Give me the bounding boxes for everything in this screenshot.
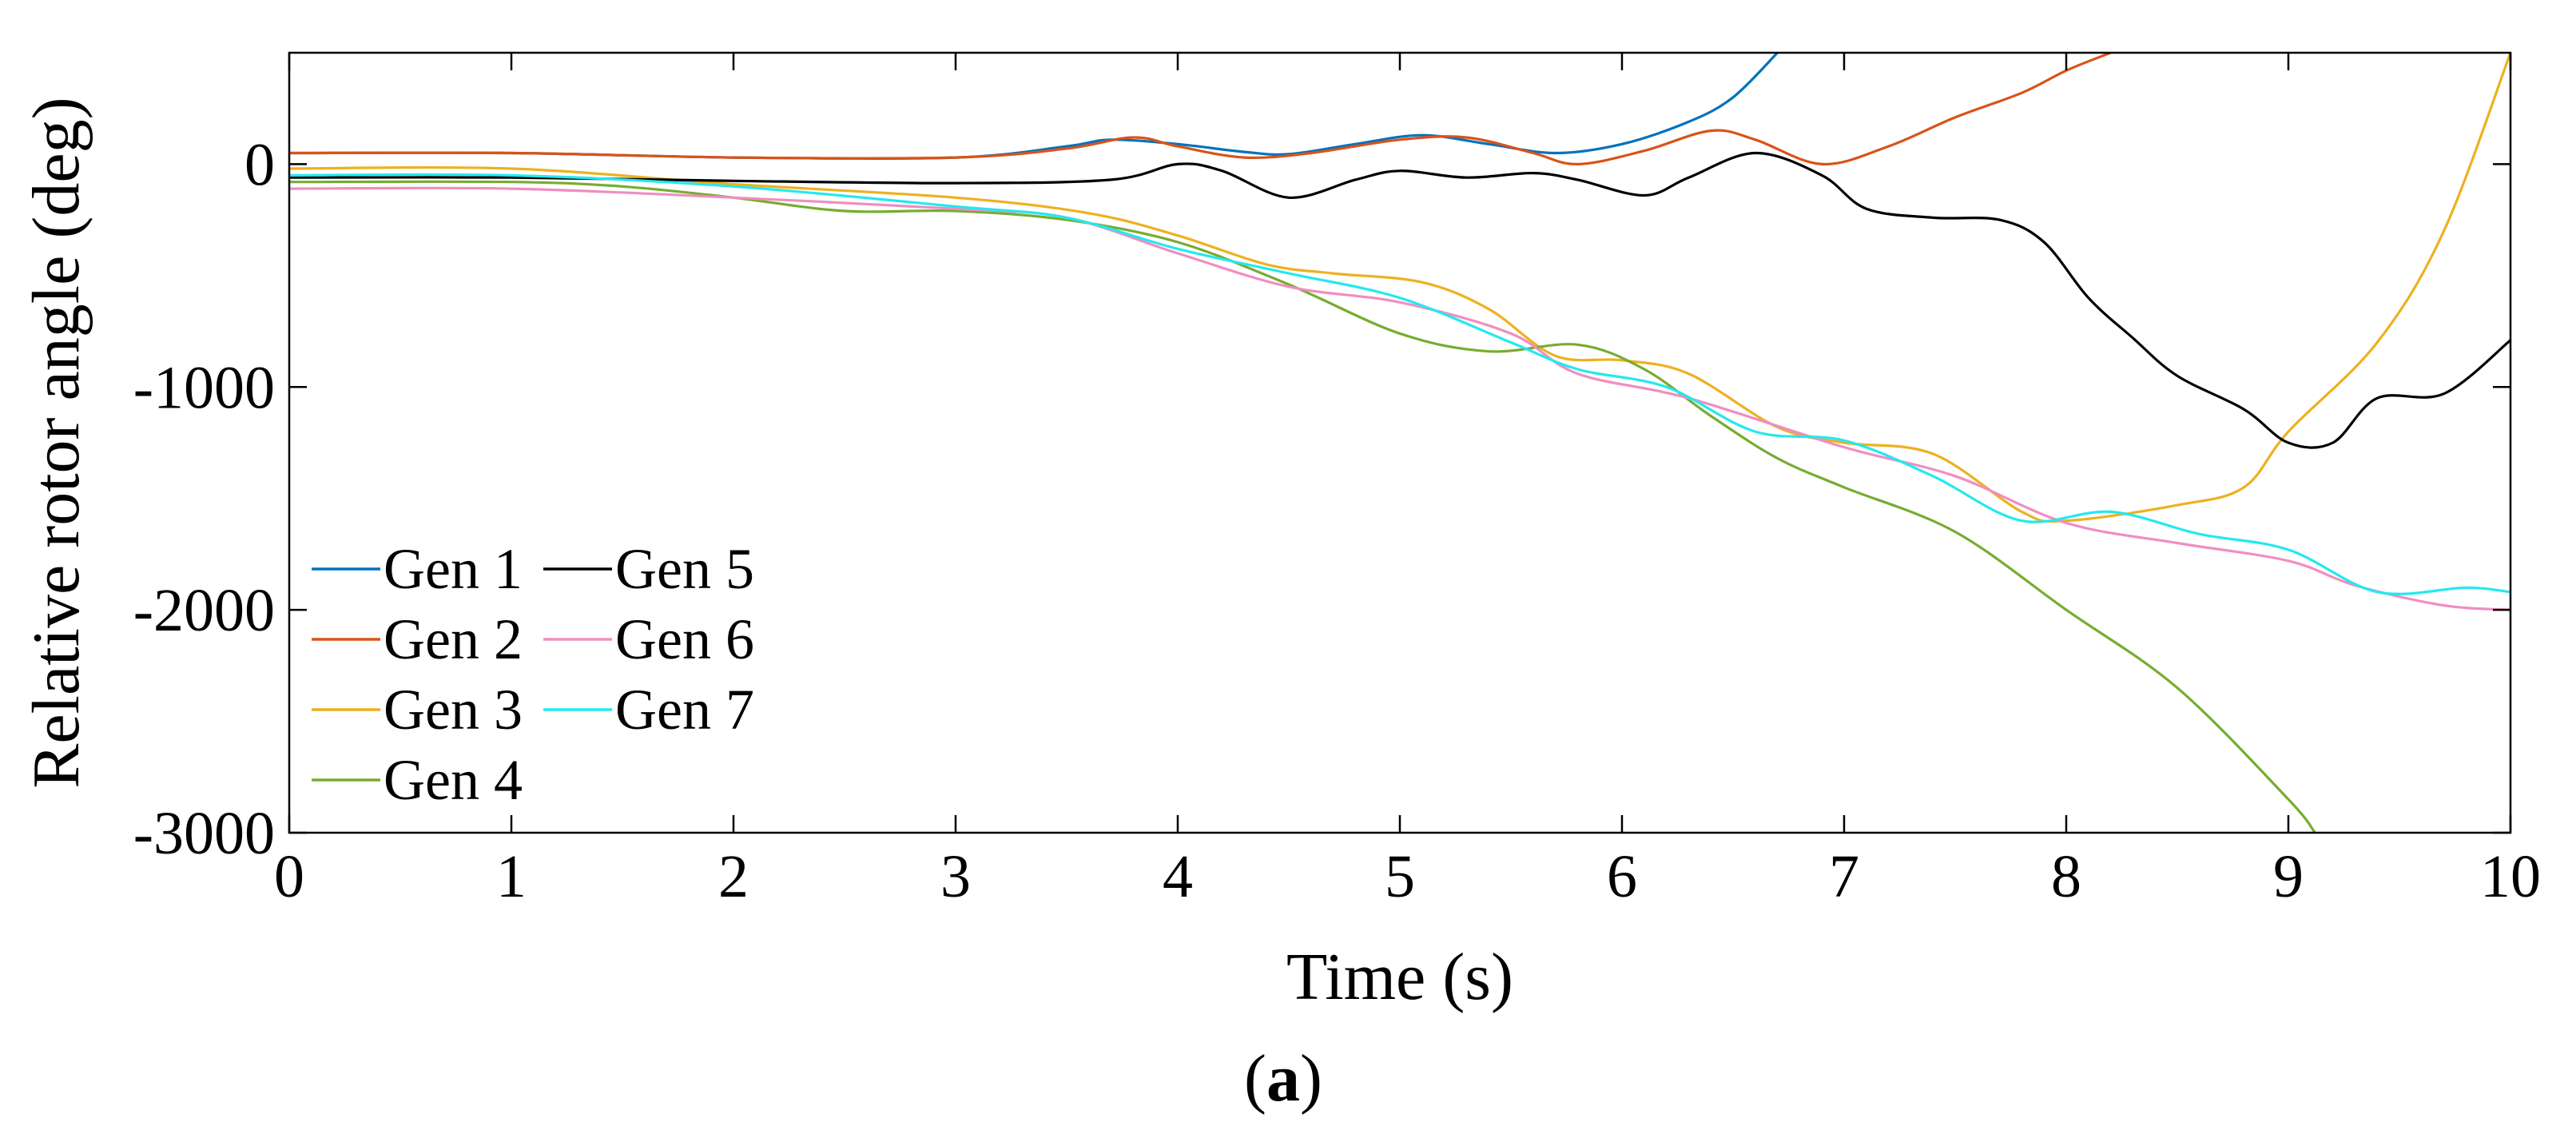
y-tick-label: -3000 [133,800,275,867]
x-tick-label: 3 [940,843,971,910]
caption-open-paren: ( [1244,1041,1266,1116]
x-tick-label: 2 [718,843,749,910]
legend-label-gen-1: Gen 1 [384,537,523,601]
series-line-gen-5 [289,151,2510,449]
figure-caption: (a) [1244,1041,1322,1116]
x-tick-label: 0 [274,843,304,910]
x-tick-label: 10 [2480,843,2541,910]
x-tick-label: 8 [2051,843,2081,910]
caption-close-paren: ) [1300,1041,1322,1116]
caption-letter: a [1266,1041,1300,1116]
x-axis-title: Time (s) [1286,940,1513,1014]
series-line-gen-6 [289,186,2510,611]
legend-label-gen-4: Gen 4 [384,748,523,812]
y-tick-label: -2000 [133,577,275,644]
series-layer [289,53,2510,833]
series-line-gen-3 [289,53,2510,523]
y-tick-label: -1000 [133,354,275,421]
y-axis-title: Relative rotor angle (deg) [19,97,93,788]
x-tick-label: 7 [1829,843,1859,910]
x-tick-label: 4 [1163,843,1193,910]
series-line-gen-2 [289,53,2113,166]
x-tick-label: 6 [1607,843,1637,910]
series-line-gen-1 [289,53,1779,160]
y-tick-label: 0 [244,131,275,198]
legend-label-gen-5: Gen 5 [615,537,754,601]
legend-label-gen-2: Gen 2 [384,607,523,671]
series-line-gen-7 [289,173,2510,595]
legend-label-gen-3: Gen 3 [384,678,523,742]
x-tick-label: 9 [2273,843,2304,910]
x-tick-label: 1 [496,843,527,910]
legend-label-gen-7: Gen 7 [615,678,754,742]
legend-label-gen-6: Gen 6 [615,607,754,671]
series-line-gen-4 [289,180,2316,833]
x-tick-label: 5 [1385,843,1415,910]
axis-ticks: 0 1 2 3 4 5 6 7 8 9 10 0 -1000 -2000 -3000 [133,53,2541,910]
